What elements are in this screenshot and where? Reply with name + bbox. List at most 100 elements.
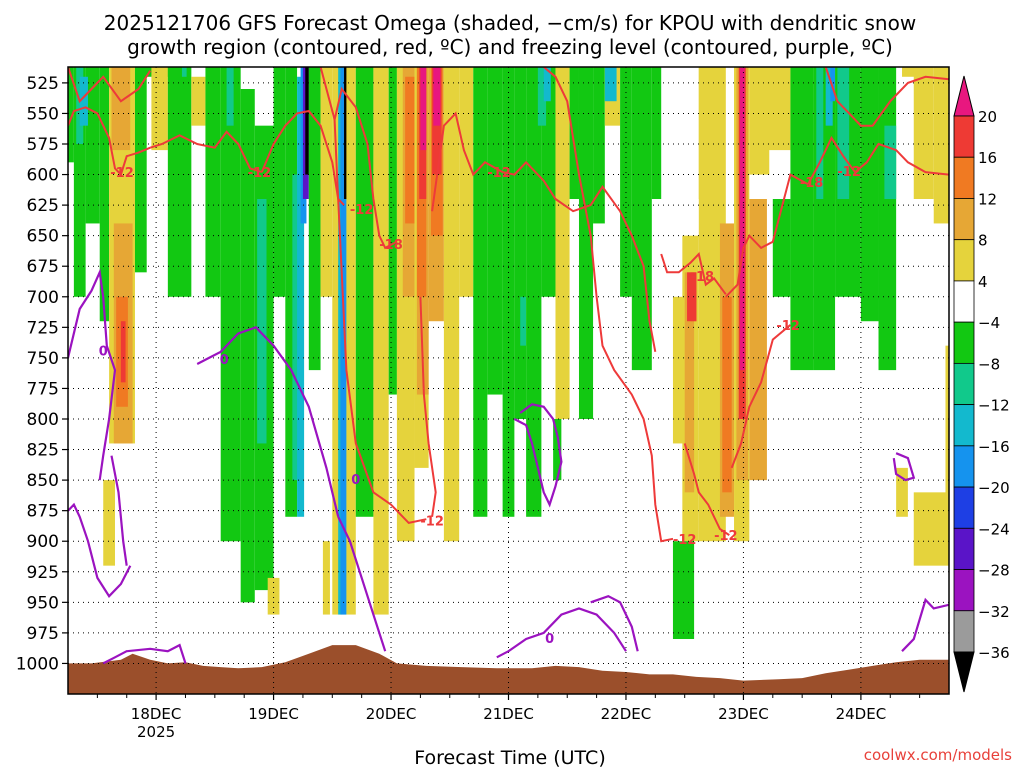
dgz-contour-line [725, 173, 809, 298]
omega-band [825, 67, 833, 126]
y-tick-label: 675 [27, 257, 59, 277]
x-tick-label: 24DEC [836, 705, 887, 723]
omega-band [167, 67, 192, 297]
colorbar-label: −32 [978, 603, 1010, 621]
omega-band [569, 67, 579, 199]
freezing-contour-line [901, 597, 949, 652]
y-tick-label: 775 [27, 379, 59, 399]
contour-labels: -12 -12 -12 -18 -12 -12 -18 -12 -12 -12 -18 -12 0 0 0 0 [99, 165, 861, 647]
omega-band [297, 76, 305, 517]
omega-band [388, 67, 397, 395]
omega-band [443, 67, 460, 542]
omega-band [420, 67, 427, 151]
omega-band [860, 67, 879, 322]
colorbar-label: −20 [978, 479, 1010, 497]
omega-band [766, 67, 791, 151]
colorbar-label: −12 [978, 397, 1010, 415]
omega-band [79, 76, 88, 126]
colorbar-segment [953, 198, 975, 241]
omega-band [913, 492, 949, 566]
colorbar: 20 16 12 8 4 −4 −8 −12 −16 −20 −24 −28 −32 −36 [953, 75, 1010, 693]
omega-band [103, 480, 115, 566]
colorbar-bottom-arrow [953, 651, 975, 693]
omega-band [151, 67, 168, 151]
x-axis-label: Forecast Time (UTC) [414, 747, 605, 768]
omega-band [651, 67, 662, 199]
colorbar-segment [953, 486, 975, 529]
omega-band [593, 67, 605, 224]
y-tick-label: 550 [27, 104, 59, 124]
plot-area: -12 -12 -12 -18 -12 -12 -18 -12 -12 -12 -18 -12 0 0 0 0 [68, 67, 949, 694]
contour-label: -18 [379, 238, 403, 253]
omega-band [790, 67, 814, 371]
omega-band [520, 296, 527, 346]
omega-band [739, 67, 745, 371]
freezing-contour-line [496, 607, 627, 659]
omega-band [684, 272, 695, 493]
omega-band [749, 199, 767, 481]
colorbar-segment [953, 527, 975, 570]
omega-band [340, 67, 347, 615]
omega-band [620, 67, 632, 297]
y-tick-label: 1000 [16, 654, 59, 674]
contour-label: -18 [800, 176, 824, 191]
y-tick-label: 600 [27, 166, 59, 186]
terrain-surface [68, 645, 949, 694]
colorbar-segment [953, 404, 975, 447]
omega-band [830, 67, 836, 102]
omega-band [267, 577, 280, 615]
x-tick-label: 20DEC [366, 705, 417, 723]
omega-band [134, 67, 147, 273]
y-tick-label: 725 [27, 318, 59, 338]
colorbar-segment [953, 115, 975, 158]
x-tick-label: 19DEC [248, 705, 299, 723]
freezing-contour-line [110, 455, 128, 566]
colorbar-segment [953, 362, 975, 406]
y-tick-label: 875 [27, 502, 59, 522]
y-tick-label: 825 [27, 441, 59, 461]
freezing-contour-line [68, 502, 132, 598]
omega-band [578, 67, 594, 419]
contour-label: -12 [248, 166, 272, 181]
y-tick-label: 750 [27, 349, 59, 369]
omega-band [320, 67, 333, 297]
omega-band [322, 541, 330, 615]
colorbar-label: 12 [978, 190, 997, 208]
omega-band [68, 67, 74, 163]
contour-label: -12 [110, 166, 134, 181]
omega-band [120, 321, 126, 383]
omega-band [405, 76, 415, 224]
colorbar-label: −24 [978, 520, 1010, 538]
omega-band [111, 67, 131, 151]
omega-band [884, 125, 897, 199]
contour-label: 0 [220, 353, 229, 368]
y-tick-label: 575 [27, 135, 59, 155]
colorbar-label: 20 [978, 108, 997, 126]
credit-text: coolwx.com/models [864, 746, 1012, 764]
y-tick-label: 925 [27, 563, 59, 583]
colorbar-label: 8 [978, 232, 988, 250]
contour-label: 0 [351, 473, 360, 488]
omega-band [346, 67, 356, 615]
omega-band [631, 67, 652, 371]
dgz-contour-line [149, 130, 263, 174]
omega-shading [68, 67, 949, 639]
contour-label: -12 [837, 165, 861, 180]
omega-band [73, 67, 86, 297]
omega-band [816, 67, 824, 199]
colorbar-label: −4 [978, 314, 1000, 332]
x-tick-label: 18DEC [131, 705, 182, 723]
omega-band [257, 199, 267, 444]
colorbar-segment [953, 156, 975, 199]
omega-band [526, 67, 542, 517]
omega-band [191, 76, 206, 126]
contour-label: -18 [691, 270, 715, 285]
freezing-contour-line [590, 595, 639, 652]
colorbar-segment [953, 280, 975, 323]
omega-band [473, 67, 488, 517]
freezing-contour-line [892, 452, 916, 482]
contour-label: -12 [776, 319, 800, 334]
y-tick-label: 975 [27, 624, 59, 644]
